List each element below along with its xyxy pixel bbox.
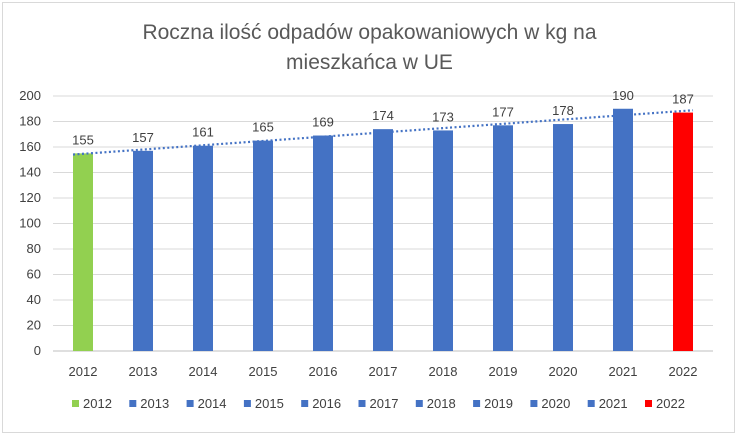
legend-swatch-2022 <box>645 400 652 407</box>
legend-swatch-2014 <box>186 400 194 407</box>
bar-2021 <box>613 108 633 351</box>
legend-swatch-2013 <box>129 400 137 407</box>
y-tick-label: 0 <box>34 343 41 358</box>
y-tick-label: 20 <box>27 318 41 333</box>
x-tick-label: 2017 <box>369 364 398 379</box>
legend-swatch-2020 <box>530 400 538 407</box>
data-label-2018: 173 <box>432 109 454 124</box>
x-tick-label: 2015 <box>249 364 278 379</box>
y-axis-ticks: 0 20 40 60 80 100 120 140 160 180 200 <box>19 88 41 358</box>
legend-swatch-2015 <box>243 400 251 407</box>
y-tick-label: 200 <box>19 88 41 103</box>
chart-title-line-1: Roczna ilość odpadów opakowaniowych w kg… <box>142 21 597 44</box>
legend-label-2015: 2015 <box>255 396 284 411</box>
data-label-2013: 157 <box>132 130 154 145</box>
legend-label-2021: 2021 <box>599 396 628 411</box>
legend-label-2014: 2014 <box>198 396 227 411</box>
bar-2022 <box>673 112 693 351</box>
y-tick-label: 100 <box>19 216 41 231</box>
y-tick-label: 140 <box>19 165 41 180</box>
x-tick-label: 2018 <box>429 364 458 379</box>
bar-2017 <box>373 129 393 351</box>
trendline-group <box>72 109 694 156</box>
data-label-2022: 187 <box>672 92 694 107</box>
legend-label-2018: 2018 <box>427 396 456 411</box>
data-labels: 155 157 161 165 169 174 173 177 178 190 187 <box>72 88 694 148</box>
bar-2013 <box>133 150 153 351</box>
bar-2019 <box>493 125 513 351</box>
legend-label-2020: 2020 <box>541 396 570 411</box>
chart-title: Roczna ilość odpadów opakowaniowych w kg… <box>0 18 739 78</box>
y-tick-label: 180 <box>19 114 41 129</box>
y-tick-label: 80 <box>27 241 41 256</box>
legend-swatch-2019 <box>473 400 481 407</box>
y-tick-label: 120 <box>19 190 41 205</box>
x-tick-label: 2019 <box>489 364 518 379</box>
chart-title-line-2: mieszkańca w UE <box>286 51 453 74</box>
data-label-2016: 169 <box>312 115 334 130</box>
x-axis-ticks: 2012 2013 2014 2015 2016 2017 2018 2019 2020 2021… <box>69 364 698 379</box>
x-tick-label: 2014 <box>189 364 218 379</box>
data-label-2020: 178 <box>552 103 574 118</box>
x-tick-label: 2012 <box>69 364 98 379</box>
chart-frame <box>2 2 735 433</box>
y-tick-label: 40 <box>27 292 41 307</box>
bar-2018 <box>433 130 453 351</box>
legend-swatch-2016 <box>301 400 309 407</box>
data-label-2017: 174 <box>372 108 394 123</box>
y-tick-label: 160 <box>19 139 41 154</box>
data-label-2014: 161 <box>192 125 214 140</box>
x-tick-label: 2016 <box>309 364 338 379</box>
bar-2014 <box>193 145 213 351</box>
legend-label-2022: 2022 <box>656 396 685 411</box>
legend-swatch-2017 <box>358 400 366 407</box>
x-tick-label: 2020 <box>549 364 578 379</box>
data-label-2019: 177 <box>492 104 514 119</box>
bars <box>73 108 693 351</box>
legend-label-2019: 2019 <box>484 396 513 411</box>
bar-2020 <box>553 124 573 351</box>
data-label-2021: 190 <box>612 88 634 103</box>
x-tick-label: 2022 <box>669 364 698 379</box>
x-tick-label: 2013 <box>129 364 158 379</box>
legend-label-2017: 2017 <box>370 396 399 411</box>
legend-label-2013: 2013 <box>140 396 169 411</box>
data-label-2012: 155 <box>72 132 94 147</box>
trendline <box>72 109 694 156</box>
legend-swatch-2021 <box>587 400 595 407</box>
legend-swatch-2012 <box>72 400 79 407</box>
x-tick-label: 2021 <box>609 364 638 379</box>
data-label-2015: 165 <box>252 120 274 135</box>
legend-label-2012: 2012 <box>83 396 112 411</box>
legend: 2012 2013 2014 2015 2016 2017 2018 2019 2020 2021… <box>72 396 685 411</box>
y-tick-label: 60 <box>27 267 41 282</box>
legend-label-2016: 2016 <box>312 396 341 411</box>
legend-swatch-2018 <box>415 400 423 407</box>
bar-2016 <box>313 135 333 351</box>
bar-2015 <box>253 140 273 351</box>
bar-2012 <box>73 153 93 351</box>
